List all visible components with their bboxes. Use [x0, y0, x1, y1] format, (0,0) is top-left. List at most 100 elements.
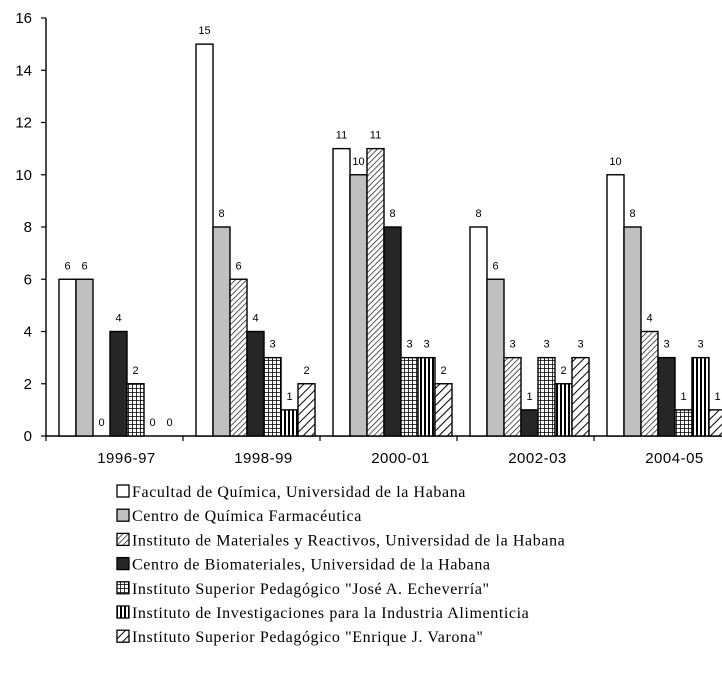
bar — [469, 226, 488, 437]
x-axis: 1996-97 1998-99 2000-01 2002-03 2004-05 — [45, 435, 722, 467]
legend-swatch — [116, 532, 130, 547]
data-label: 2 — [440, 365, 446, 377]
bar — [297, 383, 316, 437]
data-label: 8 — [629, 208, 635, 220]
bar — [246, 330, 265, 437]
x-tick-label: 1998-99 — [234, 450, 293, 467]
bars — [58, 43, 722, 437]
bar — [75, 278, 94, 437]
legend: Facultad de Química, Universidad de la H… — [116, 484, 565, 646]
data-label: 3 — [423, 339, 429, 351]
data-label: 6 — [64, 260, 70, 272]
data-label: 2 — [132, 365, 138, 377]
bar — [486, 278, 505, 437]
data-label: 1 — [526, 391, 532, 403]
y-tick-label: 14 — [15, 62, 32, 79]
data-label: 6 — [235, 260, 241, 272]
legend-entry: Centro de Química Farmacéutica — [132, 508, 362, 525]
data-label: 15 — [198, 25, 210, 37]
data-label: 3 — [269, 339, 275, 351]
bar — [229, 278, 248, 437]
bar — [263, 356, 282, 437]
data-label: 8 — [218, 208, 224, 220]
legend-swatch — [116, 508, 130, 522]
bar — [674, 409, 693, 437]
bar — [657, 356, 676, 437]
bar — [383, 226, 402, 437]
bar — [400, 356, 419, 437]
data-label: 4 — [646, 313, 652, 325]
bar — [691, 356, 710, 437]
y-tick-label: 10 — [15, 167, 32, 184]
data-label: 3 — [663, 339, 669, 351]
bar — [417, 356, 436, 437]
legend-entry: Instituto Superior Pedagógico "José A. E… — [132, 581, 490, 598]
data-label: 6 — [81, 260, 87, 272]
legend-entry: Instituto de Materiales y Reactivos, Uni… — [132, 532, 565, 549]
y-tick-label: 4 — [24, 324, 32, 341]
legend-swatch — [116, 605, 130, 619]
bar — [332, 147, 351, 437]
legend-entry: Instituto Superior Pedagógico "Enrique J… — [132, 629, 483, 646]
data-label: 4 — [252, 313, 258, 325]
data-label: 3 — [577, 339, 583, 351]
legend-entry: Facultad de Química, Universidad de la H… — [132, 484, 466, 501]
x-tick-label: 2004-05 — [645, 450, 704, 467]
bar — [623, 226, 642, 437]
bar — [571, 356, 590, 437]
data-label: 0 — [149, 417, 155, 429]
data-label: 10 — [352, 156, 364, 168]
bar — [58, 278, 77, 437]
data-label: 0 — [166, 417, 172, 429]
bar — [554, 383, 573, 437]
y-tick-label: 0 — [24, 428, 32, 445]
bar — [280, 409, 299, 437]
bar — [195, 43, 214, 437]
data-label: 1 — [680, 391, 686, 403]
data-label: 3 — [406, 339, 412, 351]
y-tick-label: 2 — [24, 376, 32, 393]
legend-swatch — [116, 629, 130, 643]
bar — [640, 330, 659, 437]
bar — [434, 383, 453, 437]
y-axis: 0 2 4 6 8 10 12 14 16 — [15, 10, 47, 445]
bar — [212, 226, 231, 437]
data-label: 6 — [492, 260, 498, 272]
bar — [349, 174, 368, 437]
bar — [503, 356, 522, 437]
y-tick-label: 6 — [24, 271, 32, 288]
data-label: 1 — [286, 391, 292, 403]
bar — [109, 330, 128, 437]
bar — [606, 174, 625, 437]
data-label: 3 — [697, 339, 703, 351]
bar — [126, 383, 145, 437]
data-label: 10 — [609, 156, 621, 168]
data-label: 2 — [303, 365, 309, 377]
x-tick-label: 2002-03 — [508, 450, 567, 467]
data-label: 8 — [475, 208, 481, 220]
data-label: 8 — [389, 208, 395, 220]
y-tick-label: 12 — [15, 115, 32, 132]
data-label: 4 — [115, 313, 121, 325]
bar — [520, 409, 539, 437]
legend-swatch — [116, 484, 130, 498]
data-label: 3 — [543, 339, 549, 351]
legend-swatch — [116, 556, 130, 571]
legend-entry: Centro de Biomateriales, Universidad de … — [132, 557, 491, 574]
y-tick-label: 8 — [24, 219, 32, 236]
data-label: 2 — [560, 365, 566, 377]
data-label: 11 — [370, 130, 381, 142]
legend-swatch — [116, 581, 130, 595]
bar — [366, 147, 385, 437]
y-tick-label: 16 — [15, 10, 32, 27]
bar — [708, 409, 722, 437]
data-label: 3 — [509, 339, 515, 351]
data-label: 11 — [336, 130, 347, 142]
data-label: 0 — [98, 417, 104, 429]
bar — [537, 356, 556, 437]
x-tick-label: 2000-01 — [371, 450, 430, 467]
data-label: 1 — [714, 391, 720, 403]
x-tick-label: 1996-97 — [97, 450, 156, 467]
